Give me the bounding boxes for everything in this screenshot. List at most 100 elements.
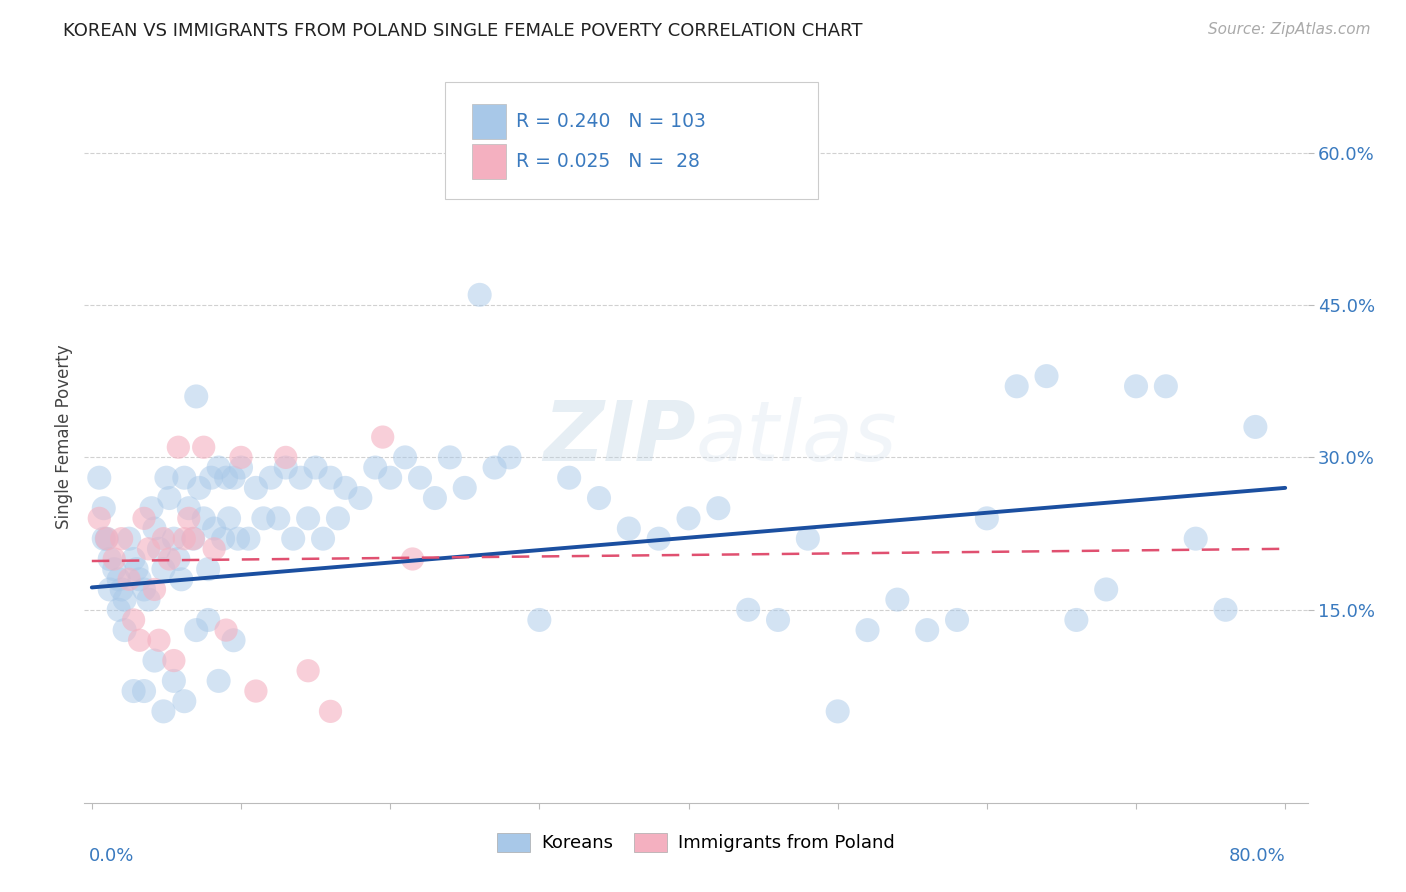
- Point: [98, 582, 121, 597]
- Point: [886, 592, 908, 607]
- Text: Source: ZipAtlas.com: Source: ZipAtlas.com: [1208, 22, 1371, 37]
- Point: [245, 684, 267, 698]
- Point: [827, 705, 849, 719]
- Point: [167, 552, 190, 566]
- Point: [132, 684, 155, 698]
- Point: [1035, 369, 1057, 384]
- Text: R = 0.025   N =  28: R = 0.025 N = 28: [516, 152, 700, 171]
- Point: [122, 684, 145, 698]
- Point: [122, 613, 145, 627]
- Text: 80.0%: 80.0%: [1229, 847, 1285, 864]
- Point: [267, 511, 290, 525]
- Point: [394, 450, 416, 465]
- Point: [163, 532, 186, 546]
- Point: [312, 532, 335, 546]
- Point: [212, 532, 235, 546]
- Point: [128, 633, 150, 648]
- Legend: Koreans, Immigrants from Poland: Koreans, Immigrants from Poland: [491, 826, 901, 860]
- Point: [364, 460, 387, 475]
- Point: [229, 460, 252, 475]
- Text: R = 0.240   N = 103: R = 0.240 N = 103: [516, 112, 706, 130]
- Point: [1005, 379, 1028, 393]
- Point: [148, 633, 170, 648]
- Point: [915, 623, 938, 637]
- Point: [349, 491, 371, 505]
- Point: [229, 450, 252, 465]
- Bar: [472, 103, 506, 138]
- Point: [202, 541, 225, 556]
- Point: [498, 450, 520, 465]
- Point: [326, 511, 349, 525]
- Point: [181, 532, 204, 546]
- Point: [188, 481, 211, 495]
- Point: [173, 532, 195, 546]
- Text: KOREAN VS IMMIGRANTS FROM POLAND SINGLE FEMALE POVERTY CORRELATION CHART: KOREAN VS IMMIGRANTS FROM POLAND SINGLE …: [63, 22, 863, 40]
- Point: [274, 450, 297, 465]
- Text: ZIP: ZIP: [543, 397, 696, 477]
- Point: [96, 532, 118, 546]
- Point: [617, 521, 640, 535]
- Point: [197, 613, 219, 627]
- Point: [1066, 613, 1088, 627]
- Point: [409, 471, 432, 485]
- Point: [766, 613, 789, 627]
- Point: [98, 552, 121, 566]
- Point: [155, 471, 177, 485]
- Point: [138, 541, 160, 556]
- Point: [107, 572, 129, 586]
- Point: [588, 491, 610, 505]
- Point: [468, 288, 491, 302]
- Point: [96, 532, 118, 546]
- Point: [152, 532, 174, 546]
- Point: [200, 471, 222, 485]
- Point: [132, 511, 155, 525]
- Point: [215, 623, 238, 637]
- Point: [647, 532, 669, 546]
- Point: [222, 633, 245, 648]
- Point: [260, 471, 283, 485]
- Point: [856, 623, 879, 637]
- Point: [111, 582, 134, 597]
- Point: [114, 592, 136, 607]
- Point: [558, 471, 581, 485]
- Point: [371, 430, 394, 444]
- Point: [173, 694, 195, 708]
- Point: [157, 491, 180, 505]
- Point: [103, 562, 125, 576]
- Point: [148, 541, 170, 556]
- Text: atlas: atlas: [696, 397, 897, 477]
- Point: [207, 673, 229, 688]
- Point: [678, 511, 700, 525]
- Point: [335, 481, 357, 495]
- Point: [128, 572, 150, 586]
- Point: [197, 562, 219, 576]
- Point: [202, 521, 225, 535]
- Point: [107, 603, 129, 617]
- Point: [143, 521, 166, 535]
- Point: [238, 532, 260, 546]
- Point: [245, 481, 267, 495]
- Point: [1215, 603, 1237, 617]
- Point: [125, 562, 148, 576]
- Point: [529, 613, 551, 627]
- Point: [143, 654, 166, 668]
- Point: [167, 440, 190, 454]
- Bar: [472, 144, 506, 179]
- Point: [737, 603, 759, 617]
- Point: [207, 460, 229, 475]
- FancyBboxPatch shape: [446, 82, 818, 200]
- Point: [1125, 379, 1147, 393]
- Point: [484, 460, 506, 475]
- Point: [111, 532, 134, 546]
- Point: [297, 511, 319, 525]
- Point: [163, 673, 186, 688]
- Point: [103, 552, 125, 566]
- Point: [976, 511, 998, 525]
- Y-axis label: Single Female Poverty: Single Female Poverty: [55, 345, 73, 529]
- Point: [93, 532, 115, 546]
- Point: [454, 481, 477, 495]
- Text: 0.0%: 0.0%: [89, 847, 134, 864]
- Point: [707, 501, 730, 516]
- Point: [132, 582, 155, 597]
- Point: [319, 705, 342, 719]
